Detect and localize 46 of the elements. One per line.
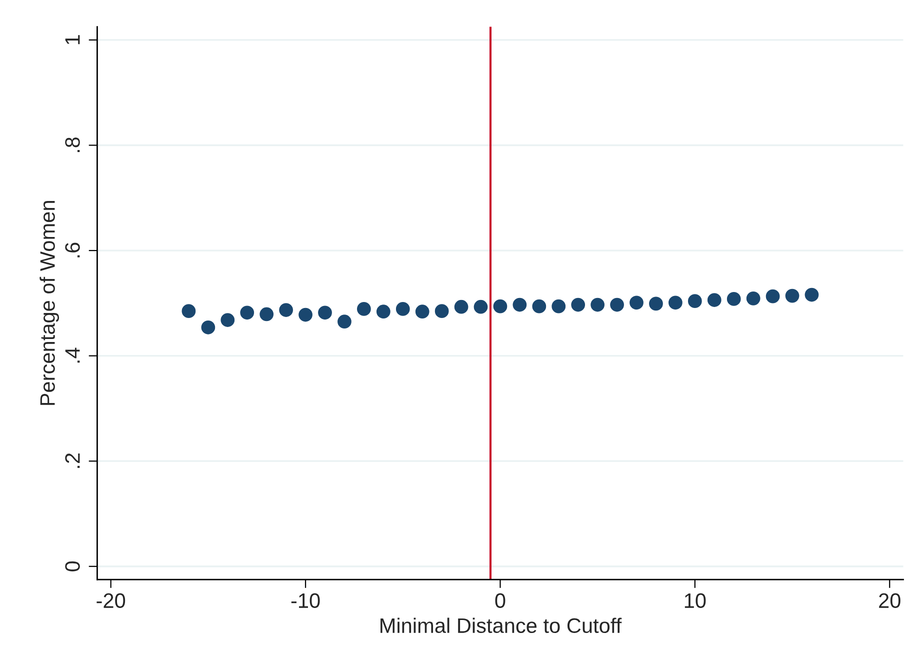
point [687, 293, 703, 309]
point [181, 303, 196, 319]
point [239, 305, 255, 320]
x-tick-label: 10 [684, 593, 706, 608]
x-tick-label: -20 [96, 593, 126, 608]
point [512, 297, 528, 312]
y-tick-label: 0 [65, 561, 80, 572]
point [356, 301, 372, 317]
point [590, 297, 606, 312]
x-tick-label: 0 [495, 593, 506, 608]
point [414, 304, 430, 320]
y-tick-label: 1 [65, 35, 80, 44]
y-tick-label: .2 [65, 453, 80, 468]
x-tick-label: 20 [879, 593, 900, 608]
point [765, 288, 780, 304]
point [336, 314, 352, 330]
point [726, 291, 742, 307]
y-tick-label: .6 [65, 242, 80, 258]
point [804, 287, 820, 302]
point [200, 320, 216, 336]
point [395, 301, 411, 317]
y-axis-title: Percentage of Women [40, 201, 60, 405]
point [278, 302, 294, 318]
x-tick-label: -10 [291, 593, 320, 608]
point [434, 303, 450, 319]
y-tick-label: .8 [65, 137, 80, 152]
x-axis-title: Minimal Distance to Cutoff [380, 618, 622, 634]
point [220, 312, 236, 328]
point [570, 297, 586, 312]
point [609, 297, 625, 312]
point [317, 305, 333, 320]
point [492, 298, 508, 314]
point [473, 299, 488, 314]
point [376, 304, 392, 320]
point [668, 295, 684, 310]
point [454, 299, 469, 314]
point [746, 290, 761, 306]
point [258, 306, 274, 322]
point [628, 295, 644, 310]
point [532, 298, 547, 314]
point [648, 296, 664, 312]
point [706, 292, 722, 308]
point [784, 288, 800, 304]
point [551, 298, 566, 314]
point [298, 307, 314, 322]
y-tick-label: .4 [65, 348, 80, 363]
